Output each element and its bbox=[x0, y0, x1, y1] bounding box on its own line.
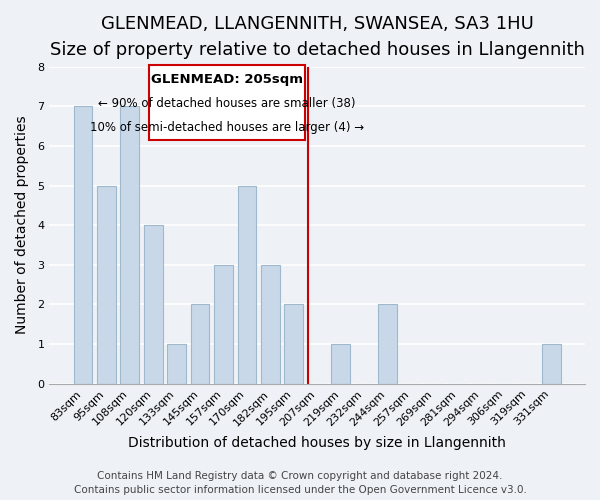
Bar bbox=[261, 265, 280, 384]
Bar bbox=[214, 265, 233, 384]
Text: Contains HM Land Registry data © Crown copyright and database right 2024.
Contai: Contains HM Land Registry data © Crown c… bbox=[74, 471, 526, 495]
Text: ← 90% of detached houses are smaller (38): ← 90% of detached houses are smaller (38… bbox=[98, 97, 356, 110]
Bar bbox=[542, 344, 560, 384]
FancyBboxPatch shape bbox=[149, 64, 305, 140]
Bar bbox=[284, 304, 303, 384]
Bar bbox=[378, 304, 397, 384]
Bar bbox=[238, 186, 256, 384]
Title: GLENMEAD, LLANGENNITH, SWANSEA, SA3 1HU
Size of property relative to detached ho: GLENMEAD, LLANGENNITH, SWANSEA, SA3 1HU … bbox=[50, 15, 584, 60]
Bar bbox=[74, 106, 92, 384]
Y-axis label: Number of detached properties: Number of detached properties bbox=[15, 116, 29, 334]
Bar bbox=[191, 304, 209, 384]
Bar bbox=[97, 186, 116, 384]
Text: GLENMEAD: 205sqm: GLENMEAD: 205sqm bbox=[151, 74, 303, 86]
Bar bbox=[167, 344, 186, 384]
Text: 10% of semi-detached houses are larger (4) →: 10% of semi-detached houses are larger (… bbox=[90, 121, 364, 134]
Bar bbox=[144, 225, 163, 384]
Bar bbox=[121, 106, 139, 384]
Bar bbox=[331, 344, 350, 384]
X-axis label: Distribution of detached houses by size in Llangennith: Distribution of detached houses by size … bbox=[128, 436, 506, 450]
